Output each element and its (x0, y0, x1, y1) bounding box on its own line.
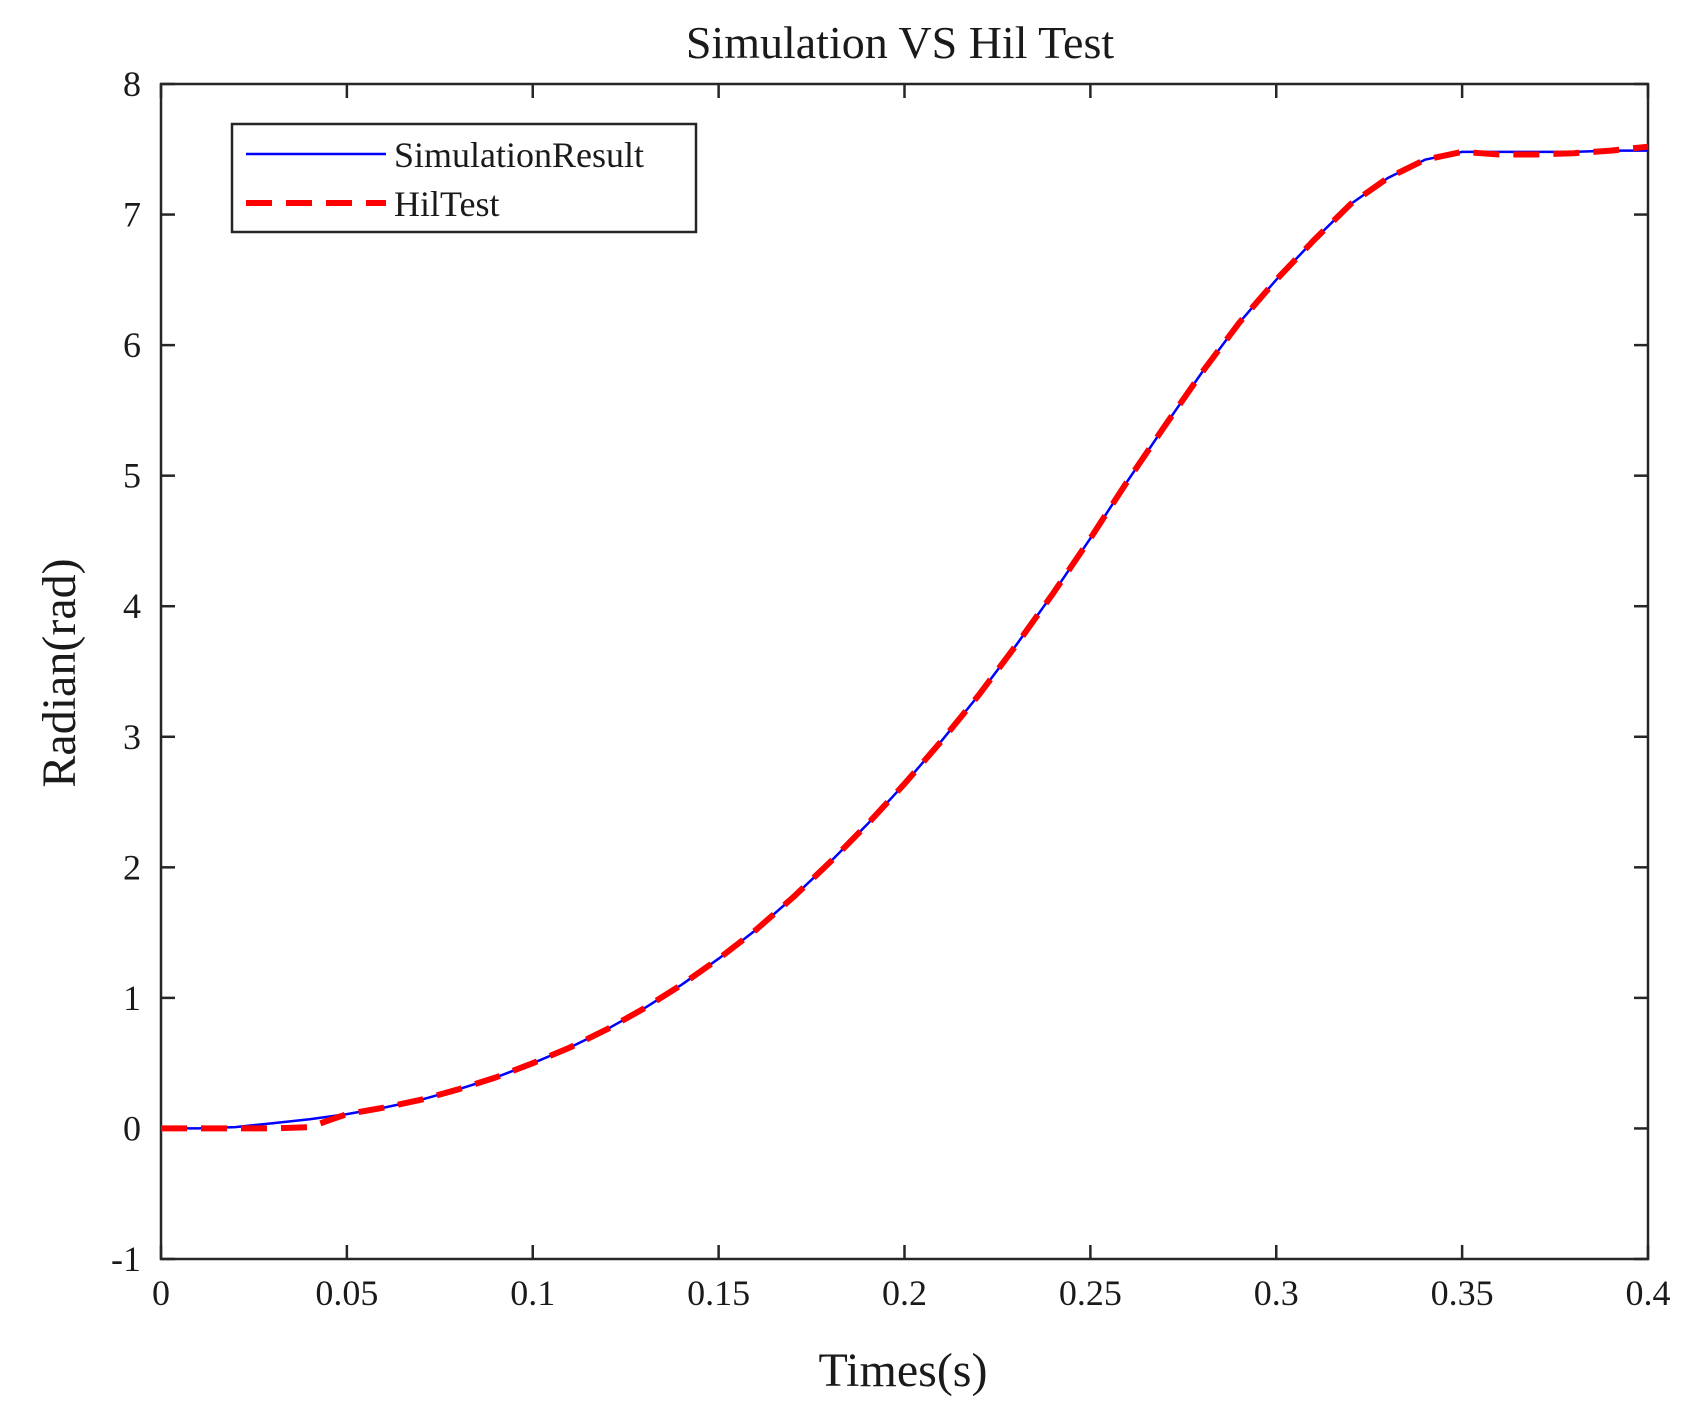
y-tick-labels: -1 0 1 2 3 4 5 6 7 8 (111, 64, 141, 1279)
y-tick-label: 8 (123, 64, 141, 104)
x-tick-label: 0.05 (315, 1273, 378, 1313)
x-tick-label: 0.4 (1626, 1273, 1671, 1313)
y-tick-label: 3 (123, 717, 141, 757)
axis-ticks (159, 82, 1650, 1261)
y-tick-label: -1 (111, 1239, 141, 1279)
x-axis-label: Times(s) (819, 1344, 988, 1397)
x-tick-labels: 0 0.05 0.1 0.15 0.2 0.25 0.3 0.35 0.4 (152, 1273, 1671, 1313)
legend-box (230, 122, 698, 234)
x-tick-label: 0.15 (687, 1273, 750, 1313)
x-tick-label: 0 (152, 1273, 170, 1313)
x-tick-label: 0.3 (1254, 1273, 1299, 1313)
x-tick-label: 0.1 (510, 1273, 555, 1313)
legend-label-hiltest: HilTest (394, 184, 499, 224)
legend-label-simulation: SimulationResult (394, 135, 644, 175)
plot-frame (159, 82, 1650, 1261)
x-tick-label: 0.2 (882, 1273, 927, 1313)
y-axis-label: Radian(rad) (33, 558, 86, 787)
series-layer (161, 143, 1649, 1132)
chart-title: Simulation VS Hil Test (686, 17, 1115, 68)
y-tick-label: 5 (123, 456, 141, 496)
y-tick-label: 2 (123, 847, 141, 887)
y-tick-label: 1 (123, 978, 141, 1018)
x-tick-label: 0.25 (1059, 1273, 1122, 1313)
y-tick-label: 7 (123, 195, 141, 235)
y-tick-label: 0 (123, 1108, 141, 1148)
legend: SimulationResult HilTest (230, 122, 698, 234)
y-tick-label: 6 (123, 325, 141, 365)
series-line-hiltest (161, 143, 1649, 1132)
y-tick-label: 4 (123, 586, 141, 626)
x-tick-label: 0.35 (1431, 1273, 1494, 1313)
plot-area: 0 0.05 0.1 0.15 0.2 0.25 0.3 0.35 0.4 -1 0 1 2 3 4 5 6 7… (111, 64, 1671, 1313)
